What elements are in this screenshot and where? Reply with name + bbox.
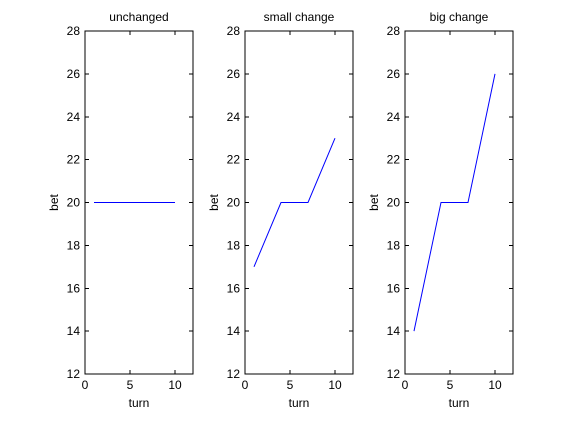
y-axis-label: bet <box>47 193 61 210</box>
y-tick-label: 14 <box>67 324 81 338</box>
y-tick-label: 22 <box>227 153 241 167</box>
y-tick-label: 16 <box>387 281 401 295</box>
y-tick-label: 24 <box>227 110 241 124</box>
y-tick-label: 14 <box>387 324 401 338</box>
y-tick-label: 28 <box>67 24 81 38</box>
y-tick-label: 20 <box>227 196 241 210</box>
y-tick-label: 16 <box>67 281 81 295</box>
subplot-title: unchanged <box>109 10 168 24</box>
x-axis-label: turn <box>289 396 310 410</box>
y-tick-label: 22 <box>67 153 81 167</box>
x-axis-label: turn <box>449 396 470 410</box>
subplot-title: big change <box>430 10 489 24</box>
y-tick-label: 20 <box>67 196 81 210</box>
subplot-title: small change <box>264 10 335 24</box>
series-line-1 <box>413 73 496 332</box>
x-tick-label: 10 <box>168 378 182 392</box>
x-tick-label: 5 <box>447 378 454 392</box>
y-tick-label: 24 <box>387 110 401 124</box>
y-tick-label: 18 <box>227 238 241 252</box>
y-tick-label: 28 <box>387 24 401 38</box>
x-tick-label: 10 <box>328 378 342 392</box>
y-tick-label: 24 <box>67 110 81 124</box>
y-tick-label: 18 <box>67 238 81 252</box>
y-tick-label: 26 <box>67 67 81 81</box>
y-tick-label: 26 <box>387 67 401 81</box>
subplot-1: 12 14 16 18 20 22 24 26 28 0 5 10 unchanged turn bet <box>47 10 194 410</box>
y-tick-label: 12 <box>387 367 401 381</box>
x-tick-label: 0 <box>402 378 409 392</box>
y-tick-label: 20 <box>387 196 401 210</box>
subplot-3: 12 14 16 18 20 22 24 26 28 0 5 10 big change turn bet <box>367 10 514 410</box>
x-tick-label: 10 <box>488 378 502 392</box>
y-axis-label: bet <box>207 193 221 210</box>
y-tick-label: 14 <box>227 324 241 338</box>
y-tick-label: 28 <box>227 24 241 38</box>
y-tick-label: 12 <box>227 367 241 381</box>
x-tick-label: 0 <box>242 378 249 392</box>
y-tick-label: 12 <box>67 367 81 381</box>
y-tick-label: 22 <box>387 153 401 167</box>
y-axis-label: bet <box>367 193 381 210</box>
x-axis-label: turn <box>129 396 150 410</box>
x-tick-label: 0 <box>82 378 89 392</box>
subplot-2: 12 14 16 18 20 22 24 26 28 0 5 10 small change turn be… <box>207 10 354 410</box>
y-tick-label: 18 <box>387 238 401 252</box>
series-line-1 <box>253 138 336 267</box>
y-tick-label: 26 <box>227 67 241 81</box>
y-tick-label: 16 <box>227 281 241 295</box>
x-tick-label: 5 <box>127 378 134 392</box>
x-tick-label: 5 <box>287 378 294 392</box>
